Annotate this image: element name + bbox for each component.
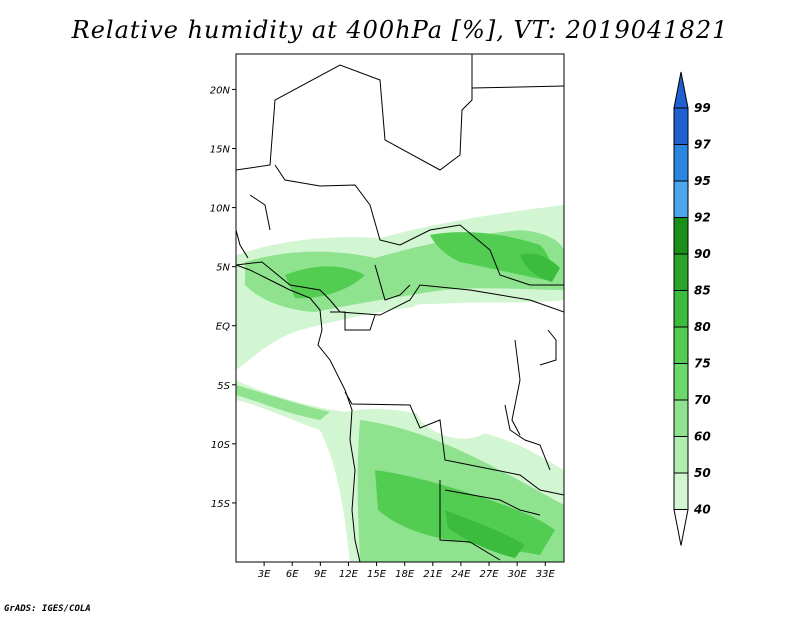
lat-tick-label: 5S: [217, 381, 230, 392]
lon-tick-label: 18E: [395, 569, 415, 580]
lon-tick-label: 6E: [286, 569, 299, 580]
colorbar-swatch: [673, 326, 689, 364]
colorbar-label: 40: [693, 503, 711, 517]
colorbar-label: 75: [694, 357, 711, 371]
lon-tick-label: 15E: [367, 569, 387, 580]
lat-tick-label: 10S: [211, 440, 231, 451]
colorbar-label: 85: [694, 284, 711, 298]
lat-tick-label: 20N: [210, 85, 231, 96]
lon-tick-label: 21E: [423, 569, 443, 580]
lon-tick-label: 3E: [258, 569, 271, 580]
coastline: [236, 264, 361, 562]
country-borders: [236, 54, 564, 561]
lat-tick-label: 5N: [216, 263, 230, 274]
lon-tick-label: 9E: [314, 569, 327, 580]
colorbar-label: 92: [694, 211, 711, 225]
colorbar-label: 90: [694, 247, 711, 261]
lat-tick-label: 15N: [210, 145, 231, 156]
colorbar-swatch: [673, 436, 689, 474]
lat-tick-label: 15S: [211, 499, 231, 510]
map-title: Relative humidity at 400hPa [%], VT: 201…: [71, 16, 729, 44]
longitude-axis: 3E 6E 9E 12E 15E 18E 21E 24E 27E 30E 33E: [258, 562, 556, 580]
colorbar-swatch: [673, 399, 689, 437]
latitude-axis: 20N 15N 10N 5N EQ 5S 10S 15S: [210, 85, 236, 510]
humidity-field: [236, 205, 564, 562]
map-frame: [235, 53, 565, 563]
colorbar-swatch: [673, 253, 689, 291]
colorbar-swatch: [673, 363, 689, 401]
colorbar-label: 99: [694, 101, 711, 115]
colorbar-swatch: [673, 180, 689, 218]
lon-tick-label: 33E: [536, 569, 556, 580]
colorbar-swatch: [673, 144, 689, 182]
colorbar-label: 95: [694, 174, 711, 188]
lat-tick-label: EQ: [216, 322, 230, 333]
colorbar: 99 97 95 92 90 85 80 75 70 60 50 40: [673, 71, 711, 546]
colorbar-label: 80: [694, 320, 711, 334]
colorbar-swatch: [673, 472, 689, 510]
colorbar-top-arrow: [673, 71, 689, 109]
lat-tick-label: 10N: [210, 204, 231, 215]
lon-tick-label: 12E: [339, 569, 359, 580]
colorbar-bottom-arrow: [673, 509, 689, 546]
lon-tick-label: 30E: [508, 569, 528, 580]
lon-tick-label: 27E: [480, 569, 500, 580]
colorbar-swatch: [673, 107, 689, 145]
credit-label: GrADS: IGES/COLA: [4, 604, 91, 614]
lon-tick-label: 24E: [451, 569, 471, 580]
colorbar-label: 60: [694, 430, 711, 444]
colorbar-swatch: [673, 290, 689, 328]
colorbar-swatch: [673, 217, 689, 255]
colorbar-label: 97: [694, 138, 711, 152]
colorbar-label: 70: [694, 393, 711, 407]
colorbar-label: 50: [694, 466, 711, 480]
